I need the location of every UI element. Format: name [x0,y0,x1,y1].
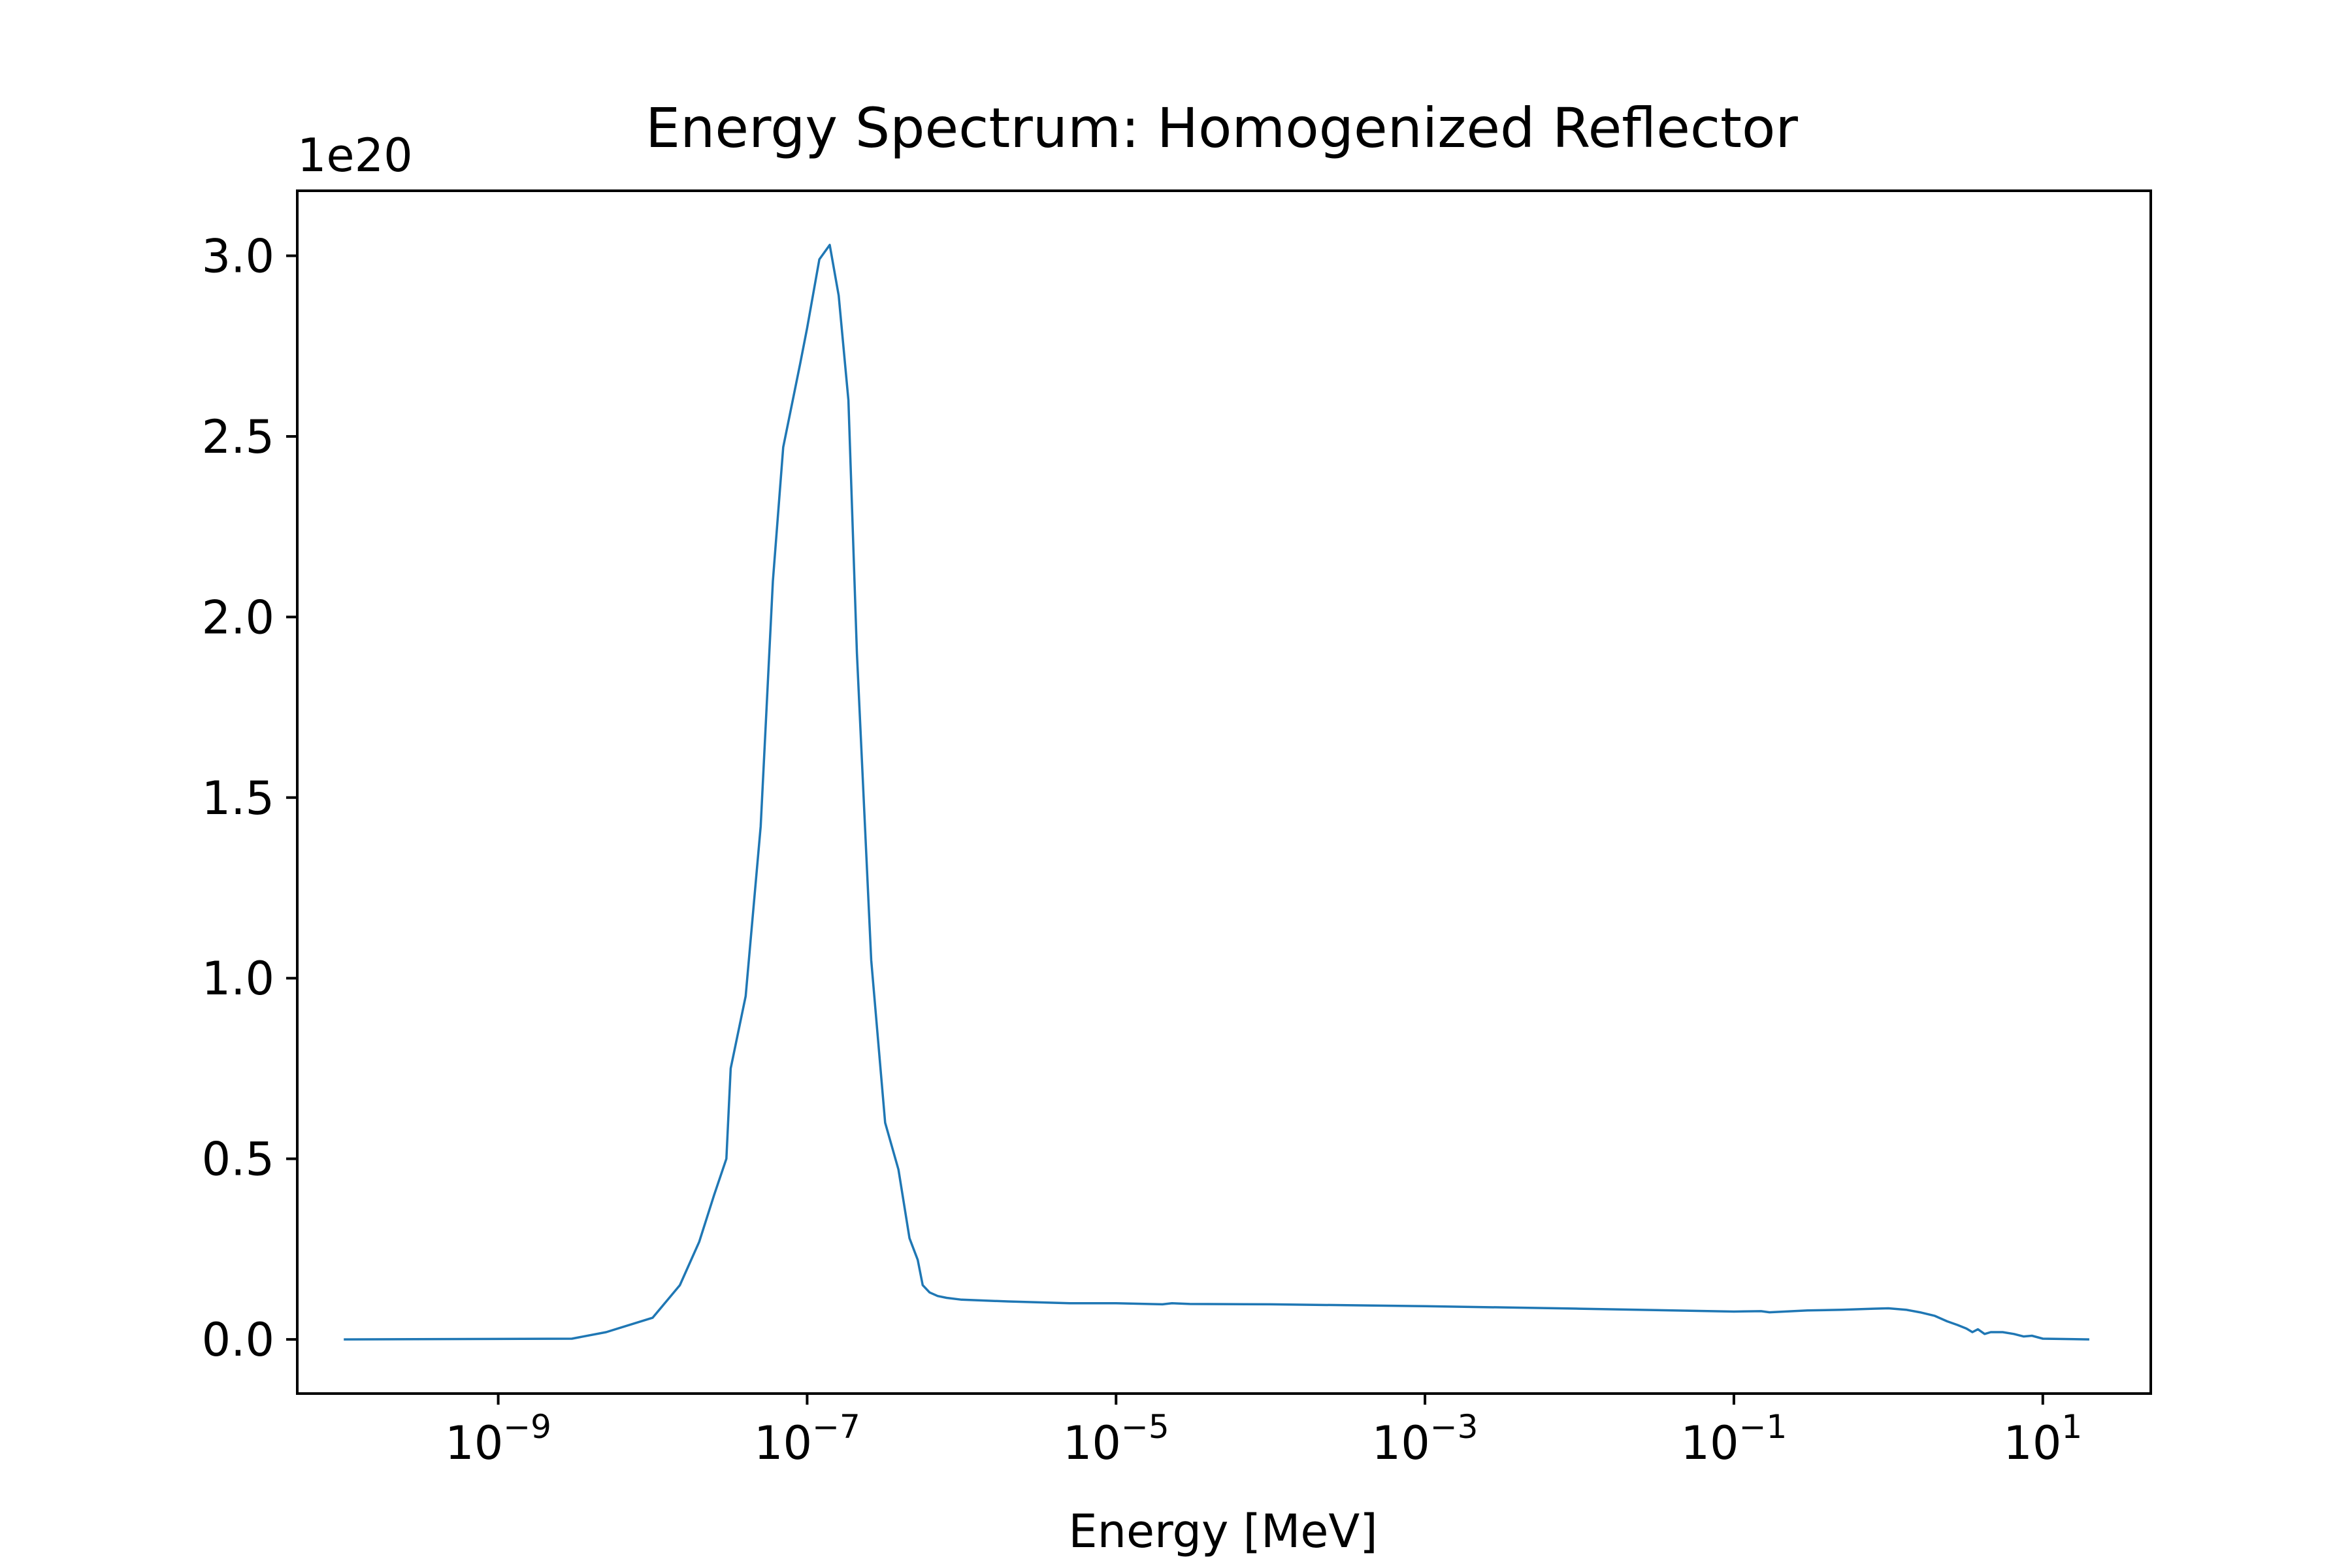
x-tick-label: 101 [2003,1408,2082,1470]
x-tick-exponent: −1 [1739,1408,1788,1446]
x-ticks: 10−9 10−7 10−5 10−3 10−1 101 [445,1394,2082,1470]
chart-title: Energy Spectrum: Homogenized Reflector [645,96,1798,160]
y-offset-label: 1e20 [297,129,413,182]
y-tick-label: 2.5 [202,410,274,464]
y-tick-label: 1.0 [202,952,274,1005]
x-tick-label: 10−1 [1681,1408,1788,1470]
x-tick-base: 10 [2003,1416,2061,1470]
plot-area [344,244,2089,1341]
x-tick-base: 10 [445,1416,503,1470]
x-tick-exponent: −9 [503,1408,551,1446]
x-tick-base: 10 [1681,1416,1739,1470]
y-tick-label: 0.0 [202,1313,274,1367]
spectrum-line [344,244,2089,1341]
x-tick-label: 10−7 [754,1408,860,1470]
x-tick-exponent: 1 [2061,1408,2082,1446]
y-tick-label: 0.5 [202,1133,274,1186]
x-tick-base: 10 [1372,1416,1430,1470]
axes-frame [296,189,2152,1395]
x-tick-exponent: −5 [1121,1408,1169,1446]
y-tick-label: 3.0 [202,230,274,284]
x-tick-base: 10 [754,1416,812,1470]
x-tick-label: 10−9 [445,1408,551,1470]
x-tick-label: 10−5 [1063,1408,1169,1470]
x-tick-label: 10−3 [1372,1408,1478,1470]
y-ticks: 0.0 0.5 1.0 1.5 2.0 2.5 3.0 [202,230,297,1367]
x-tick-exponent: −7 [812,1408,860,1446]
x-axis-label: Energy [MeV] [1068,1505,1377,1558]
y-tick-label: 2.0 [202,591,274,644]
y-tick-label: 1.5 [202,772,274,825]
x-tick-base: 10 [1063,1416,1121,1470]
x-tick-exponent: −3 [1430,1408,1478,1446]
